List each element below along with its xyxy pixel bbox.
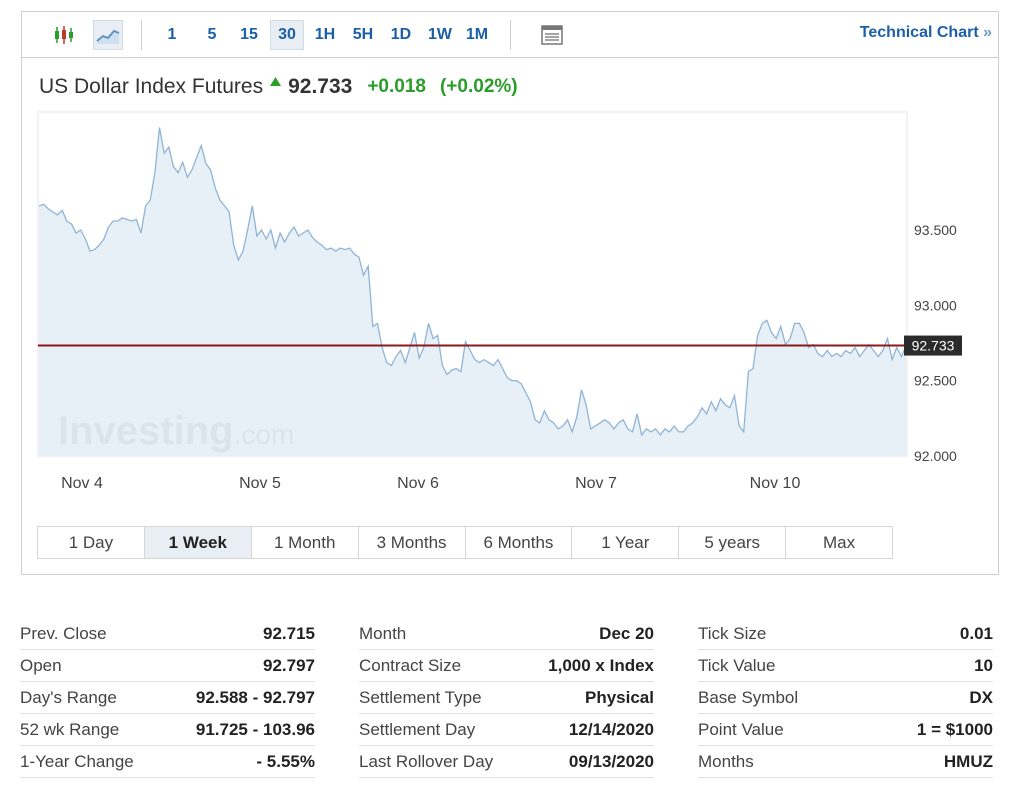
- x-tick-label: Nov 4: [61, 475, 103, 492]
- stats-value: Physical: [585, 687, 654, 707]
- range-button-6-months[interactable]: 6 Months: [466, 527, 573, 558]
- interval-button-1d[interactable]: 1D: [390, 26, 412, 43]
- stats-row: Settlement Day 12/14/2020: [359, 714, 654, 746]
- stats-label: Settlement Type: [359, 687, 482, 707]
- stats-row: Contract Size 1,000 x Index: [359, 650, 654, 682]
- y-tick-label: 93.500: [914, 222, 957, 238]
- instrument-header: US Dollar Index Futures 92.733 +0.018 (+…: [39, 72, 518, 102]
- x-tick-label: Nov 6: [397, 475, 439, 492]
- price-change: +0.018: [367, 76, 426, 97]
- toolbar-divider: [141, 20, 142, 50]
- price-area-fill: [39, 127, 906, 456]
- price-chart[interactable]: Investing.com92.73393.50093.00092.50092.…: [22, 12, 998, 522]
- stats-column-2: Month Dec 20 Contract Size 1,000 x Index Set…: [359, 618, 654, 778]
- stats-value: HMUZ: [943, 751, 993, 771]
- price-change-percent: (+0.02%): [439, 76, 518, 97]
- interval-button-15[interactable]: 15: [240, 26, 258, 43]
- stats-label: Tick Size: [698, 623, 767, 643]
- stats-value: 1 = $1000: [916, 719, 993, 739]
- stats-value: 12/14/2020: [568, 719, 654, 739]
- stats-label: Months: [698, 751, 754, 771]
- last-price-tag-label: 92.733: [912, 338, 955, 354]
- stats-label: Point Value: [698, 719, 784, 739]
- interval-button-1h[interactable]: 1H: [314, 26, 336, 43]
- stats-value: 0.01: [959, 623, 993, 643]
- range-button-max[interactable]: Max: [823, 532, 856, 552]
- stats-row: Day's Range 92.588 - 92.797: [20, 682, 315, 714]
- range-button-5-years[interactable]: 5 years: [679, 527, 787, 558]
- stats-label: Base Symbol: [698, 687, 799, 707]
- x-tick-label: Nov 5: [239, 475, 281, 492]
- instrument-name: US Dollar Index Futures: [39, 75, 264, 98]
- stats-row: Prev. Close 92.715: [20, 618, 315, 650]
- y-tick-label: 93.000: [914, 297, 957, 313]
- up-arrow-icon: [270, 73, 282, 91]
- stats-column-1: Prev. Close 92.715 Open 92.797 Day's Range 92…: [20, 618, 315, 778]
- stats-value: DX: [969, 687, 993, 707]
- y-tick-label: 92.500: [914, 373, 957, 389]
- double-chevron-right-icon: »: [983, 24, 992, 41]
- stats-label: 1-Year Change: [20, 751, 134, 771]
- stats-value: 91.725 - 103.96: [195, 719, 315, 739]
- last-price-tag: [904, 335, 962, 356]
- interval-button-5h[interactable]: 5H: [352, 26, 374, 43]
- technical-chart-link[interactable]: Technical Chart »: [860, 24, 992, 42]
- toolbar-divider: [510, 20, 511, 50]
- stats-label: 52 wk Range: [20, 719, 120, 739]
- stats-row: 1-Year Change - 5.55%: [20, 746, 315, 778]
- candlestick-icon[interactable]: [49, 20, 79, 50]
- stats-label: Tick Value: [698, 655, 776, 675]
- stats-label: Last Rollover Day: [359, 751, 494, 771]
- stats-row: Tick Size 0.01: [698, 618, 993, 650]
- technical-chart-label: Technical Chart: [859, 24, 979, 41]
- interval-button-5[interactable]: 5: [207, 26, 217, 43]
- x-tick-label: Nov 10: [750, 475, 801, 492]
- stats-value: 1,000 x Index: [548, 655, 654, 675]
- stats-value: 92.588 - 92.797: [195, 687, 315, 707]
- stats-label: Settlement Day: [359, 719, 476, 739]
- interval-button-1w[interactable]: 1W: [428, 26, 452, 43]
- range-button-1-day[interactable]: 1 Day: [38, 527, 145, 558]
- time-range-selector: 1 Day 1 Week 1 Month 3 Months 6 Months 1 Year…: [37, 526, 893, 559]
- stats-row: Settlement Type Physical: [359, 682, 654, 714]
- stats-value: 92.797: [263, 655, 315, 675]
- stats-value: 92.715: [263, 623, 315, 643]
- stats-label: Contract Size: [359, 655, 462, 675]
- last-price: 92.733: [288, 75, 353, 98]
- price-series-line: [38, 127, 907, 437]
- interval-button-30[interactable]: 30: [270, 20, 304, 50]
- stats-value: 09/13/2020: [568, 751, 654, 771]
- stats-row: Tick Value 10: [698, 650, 993, 682]
- stats-row: Open 92.797: [20, 650, 315, 682]
- stats-label: Month: [359, 623, 407, 643]
- chart-panel: 1 5 15 30 1H 5H 1D 1W 1M Technical Chart » US Do…: [21, 11, 999, 575]
- stats-row: 52 wk Range 91.725 - 103.96: [20, 714, 315, 746]
- x-tick-label: Nov 7: [575, 475, 617, 492]
- stats-label: Day's Range: [20, 687, 117, 707]
- chart-toolbar: 1 5 15 30 1H 5H 1D 1W 1M Technical Chart »: [22, 12, 998, 58]
- stats-value: 10: [974, 655, 993, 675]
- table-icon[interactable]: [537, 20, 567, 50]
- stats-row: Point Value 1 = $1000: [698, 714, 993, 746]
- y-tick-label: 92.000: [914, 448, 957, 464]
- stats-row: Last Rollover Day 09/13/2020: [359, 746, 654, 778]
- stats-column-3: Tick Size 0.01 Tick Value 10 Base Symbol DX Po…: [698, 618, 993, 778]
- stats-label: Prev. Close: [20, 623, 107, 643]
- range-button-1-year[interactable]: 1 Year: [572, 527, 680, 558]
- stats-label: Open: [20, 655, 62, 675]
- range-button-1-month[interactable]: 1 Month: [252, 527, 359, 558]
- stats-value: Dec 20: [599, 623, 654, 643]
- line-chart-icon[interactable]: [93, 20, 123, 50]
- interval-button-1m[interactable]: 1M: [465, 26, 489, 43]
- stats-row: Base Symbol DX: [698, 682, 993, 714]
- range-button-3-months[interactable]: 3 Months: [359, 527, 466, 558]
- stats-value: - 5.55%: [256, 751, 315, 771]
- stats-row: Months HMUZ: [698, 746, 993, 778]
- interval-button-1[interactable]: 1: [167, 26, 177, 43]
- stats-row: Month Dec 20: [359, 618, 654, 650]
- range-button-1-week[interactable]: 1 Week: [144, 527, 252, 558]
